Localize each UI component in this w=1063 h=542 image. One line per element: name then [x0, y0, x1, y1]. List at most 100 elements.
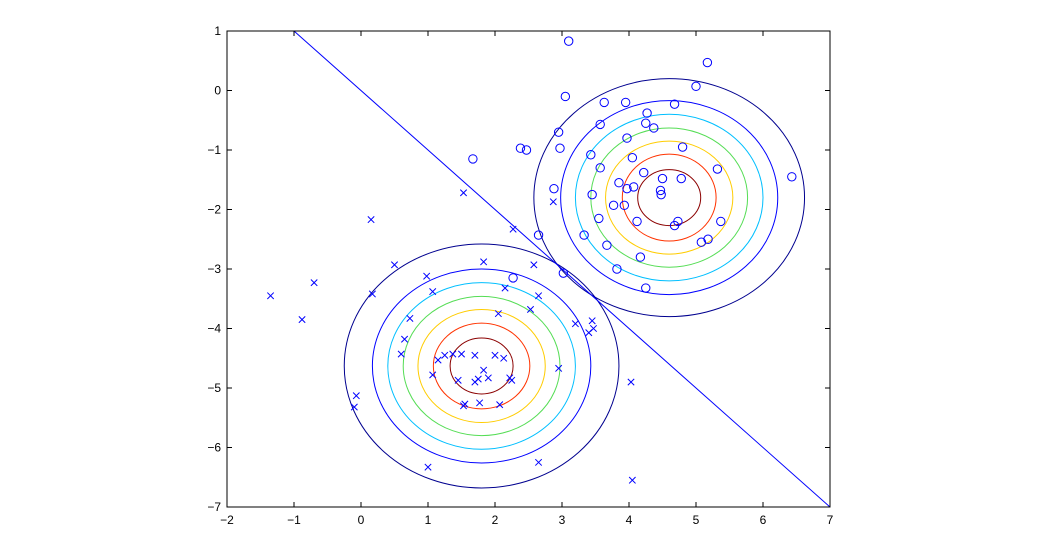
point-x — [459, 402, 468, 410]
point-x — [496, 401, 504, 409]
point-x — [585, 329, 593, 337]
point-circle — [649, 123, 659, 133]
point-circle — [564, 36, 574, 46]
point-circle — [595, 119, 605, 130]
point-x — [441, 351, 449, 359]
point-circle — [579, 230, 589, 240]
point-circle — [602, 240, 612, 250]
point-circle — [657, 173, 668, 184]
y-tick-label: −6 — [207, 441, 221, 455]
point-circle — [553, 127, 564, 137]
point-circle — [712, 164, 723, 174]
x-tick-label: 2 — [492, 513, 499, 527]
x-tick-label: −1 — [287, 513, 301, 527]
y-tick-label: −5 — [207, 381, 221, 395]
point-x — [491, 351, 499, 359]
contour-0-ring-1 — [560, 100, 779, 296]
point-circle — [595, 163, 605, 173]
point-x — [266, 292, 275, 300]
point-circle — [669, 99, 680, 109]
x-tick-label: 6 — [760, 513, 767, 527]
point-x — [534, 458, 543, 466]
point-x — [298, 316, 306, 324]
point-x — [534, 292, 543, 300]
point-circle — [599, 97, 609, 108]
point-circle — [612, 264, 622, 274]
point-x — [423, 272, 431, 280]
point-x — [390, 261, 399, 269]
point-x — [457, 350, 466, 358]
point-circle — [622, 133, 632, 143]
point-circle — [669, 220, 680, 231]
y-tick-label: −4 — [207, 322, 221, 336]
point-x — [549, 198, 557, 206]
point-x — [480, 258, 488, 266]
point-circle — [639, 167, 649, 178]
point-circle — [655, 185, 666, 196]
point-circle — [716, 216, 726, 227]
point-circle — [560, 91, 571, 102]
point-circle — [587, 189, 597, 200]
point-circle — [521, 145, 532, 155]
contour-1-ring-1 — [371, 268, 592, 464]
point-circle — [635, 252, 646, 262]
point-x — [352, 392, 360, 400]
point-circle — [632, 216, 642, 227]
point-circle — [508, 273, 518, 283]
point-circle — [594, 213, 604, 224]
point-circle — [691, 81, 701, 92]
point-circle — [468, 154, 478, 164]
contour-1-ring-5 — [432, 322, 531, 410]
point-circle — [627, 153, 638, 163]
point-circle — [620, 97, 631, 108]
point-circle — [622, 183, 632, 194]
point-x — [459, 189, 468, 197]
point-circle — [642, 108, 652, 118]
point-x — [627, 378, 635, 386]
point-x — [555, 364, 563, 372]
point-x — [367, 216, 375, 224]
contour-1-ring-6 — [449, 337, 514, 395]
contour-0-ring-6 — [637, 169, 702, 227]
point-x — [350, 403, 358, 411]
point-circle — [703, 234, 713, 244]
y-tick-label: 0 — [214, 84, 221, 98]
point-x — [588, 317, 596, 325]
contour-0-ring-0 — [533, 78, 806, 318]
point-circle — [614, 178, 624, 188]
point-x — [571, 320, 579, 328]
contour-0-ring-2 — [574, 113, 764, 282]
point-x — [526, 305, 535, 314]
point-x — [530, 261, 538, 269]
point-circle — [677, 142, 688, 152]
point-x — [429, 371, 437, 379]
axes-box — [226, 30, 831, 508]
point-x — [406, 314, 414, 322]
point-circle — [619, 200, 630, 211]
point-x — [454, 376, 462, 384]
x-tick-label: −2 — [220, 513, 234, 527]
point-x — [449, 350, 457, 358]
point-circle — [702, 57, 713, 68]
point-circle — [787, 172, 797, 182]
x-tick-label: 4 — [626, 513, 633, 527]
axes: −2 −1 0 1 2 3 4 5 6 7 1 0 −1 −2 −3 −4 −5 −6 −7 — [207, 24, 833, 527]
y-tick-label: −1 — [207, 143, 221, 157]
point-circle — [533, 230, 544, 240]
contour-1-ring-2 — [387, 282, 576, 450]
point-x — [628, 476, 636, 484]
x-tick-label: 7 — [827, 513, 834, 527]
point-circle — [656, 189, 666, 200]
point-circle — [515, 143, 526, 153]
point-x — [424, 463, 432, 471]
point-x — [476, 399, 484, 407]
point-x — [508, 376, 516, 384]
point-circle — [676, 173, 686, 184]
point-circle — [641, 118, 651, 128]
x-tick-label: 3 — [559, 513, 566, 527]
y-tick-label: −2 — [207, 203, 221, 217]
point-circle — [555, 143, 565, 153]
contour-0-ring-3 — [590, 127, 749, 268]
point-x — [429, 288, 437, 296]
